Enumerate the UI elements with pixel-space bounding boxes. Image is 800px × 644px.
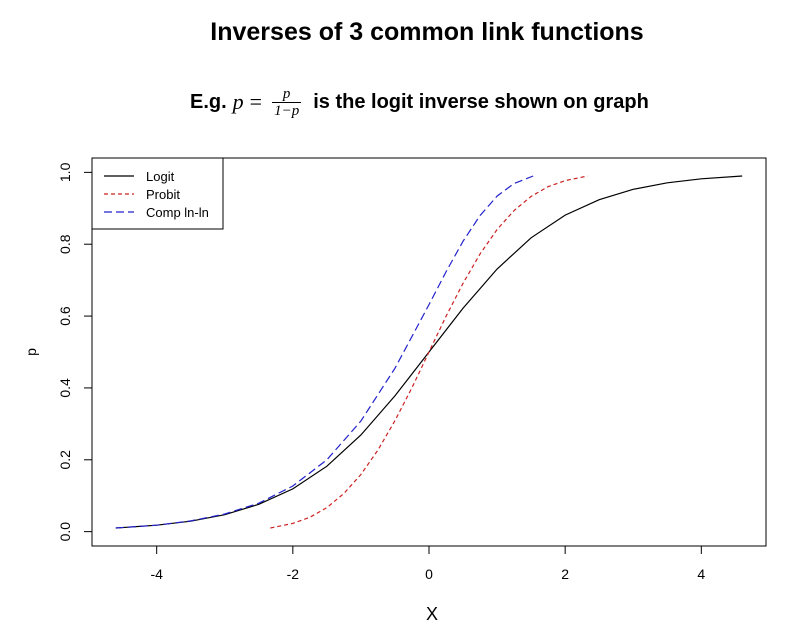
subtitle-prefix: E.g.: [190, 90, 227, 113]
y-tick-label: 0.4: [57, 378, 73, 398]
legend-label: Comp ln-ln: [146, 205, 209, 220]
y-tick-label: 0.0: [57, 522, 73, 542]
x-tick-label: 2: [561, 566, 569, 582]
legend-label: Probit: [146, 187, 180, 202]
formula-denominator: 1−p: [272, 101, 302, 119]
axes: -4 -2 0 2 4 0.0 0.2 0.4 0.6 0.8 1.0: [57, 162, 705, 582]
formula-equals: =: [249, 89, 263, 114]
series-line: [270, 175, 588, 529]
formula-numerator: p: [282, 85, 291, 102]
y-tick-label: 0.8: [57, 234, 73, 254]
subtitle-suffix: is the logit inverse shown on graph: [313, 90, 649, 113]
legend-label: Logit: [146, 169, 175, 184]
x-axis-label: X: [426, 604, 438, 624]
formula-variable: p: [232, 89, 244, 114]
x-tick-label: -2: [287, 566, 300, 582]
y-tick-label: 0.2: [57, 450, 73, 470]
x-tick-label: 0: [425, 566, 433, 582]
series-line: [115, 175, 534, 529]
chart-title: Inverses of 3 common link functions: [210, 18, 644, 46]
y-tick-label: 1.0: [57, 162, 73, 182]
formula-fraction: p 1−p: [272, 85, 302, 119]
series-lines: [115, 175, 743, 529]
chart-subtitle: E.g. p = p 1−p is the logit inverse show…: [190, 80, 649, 124]
x-tick-label: 4: [697, 566, 705, 582]
y-axis-label: p: [23, 348, 39, 356]
y-tick-label: 0.6: [57, 306, 73, 326]
x-tick-label: -4: [150, 566, 163, 582]
legend: Logit Probit Comp ln-ln: [91, 157, 224, 230]
